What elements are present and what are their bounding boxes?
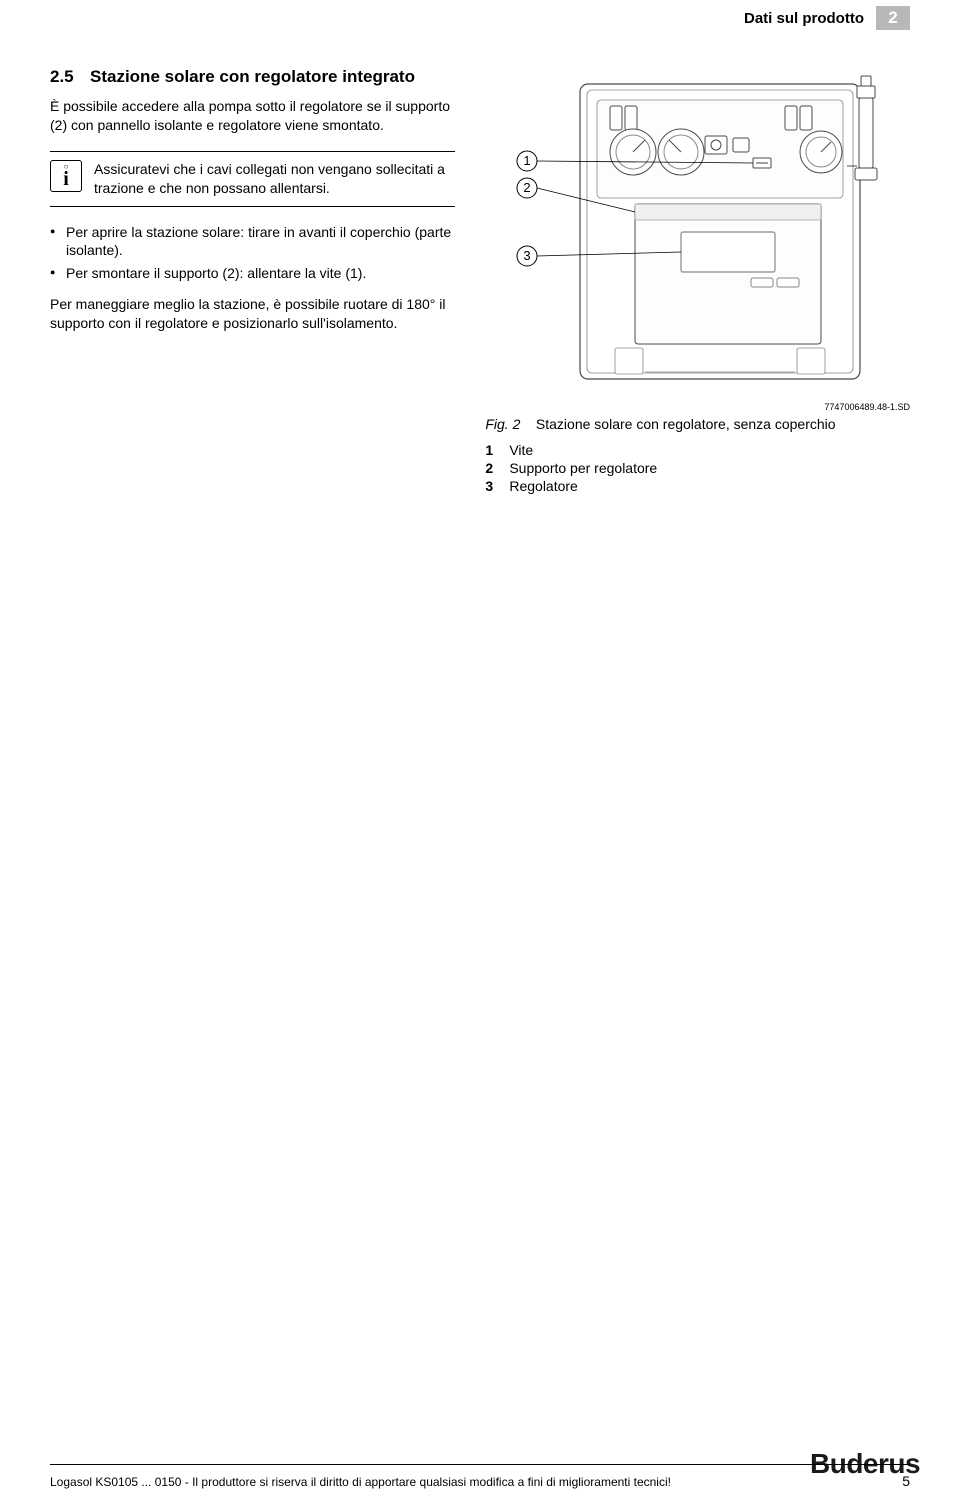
legend-key: 1 xyxy=(485,442,509,458)
page-number: 5 xyxy=(902,1473,910,1489)
callout-1: 1 xyxy=(524,153,531,168)
section-number: 2.5 xyxy=(50,66,90,89)
figure-legend: 1 Vite 2 Supporto per regolatore 3 Regol… xyxy=(485,442,910,494)
legend-value: Regolatore xyxy=(509,478,578,494)
header-chapter-number: 2 xyxy=(876,6,910,30)
bullet-list: Per aprire la stazione solare: tirare in… xyxy=(50,223,455,284)
legend-key: 3 xyxy=(485,478,509,494)
left-column: 2.5 Stazione solare con regolatore integ… xyxy=(50,66,455,496)
info-text: Assicuratevi che i cavi collegati non ve… xyxy=(94,160,455,198)
body-paragraph: Per maneggiare meglio la stazione, è pos… xyxy=(50,295,455,333)
figure-caption-text: Stazione solare con regolatore, senza co… xyxy=(536,416,836,432)
callout-2: 2 xyxy=(524,180,531,195)
page-footer: Logasol KS0105 ... 0150 - Il produttore … xyxy=(50,1464,910,1489)
figure-number: Fig. 2 xyxy=(485,416,520,432)
footer-rule xyxy=(50,1464,910,1465)
info-icon: ○i xyxy=(50,160,82,192)
callout-3: 3 xyxy=(524,248,531,263)
footer-text: Logasol KS0105 ... 0150 - Il produttore … xyxy=(50,1475,671,1489)
list-item: Per smontare il supporto (2): allentare … xyxy=(50,264,455,283)
figure-diagram: 1 2 3 xyxy=(485,66,905,396)
header-title: Dati sul prodotto xyxy=(744,10,864,27)
legend-row: 2 Supporto per regolatore xyxy=(485,460,910,476)
page-header: Dati sul prodotto 2 xyxy=(50,0,910,36)
legend-value: Vite xyxy=(509,442,533,458)
figure-id: 7747006489.48-1.SD xyxy=(485,402,910,412)
info-box: ○i Assicuratevi che i cavi collegati non… xyxy=(50,151,455,207)
legend-row: 3 Regolatore xyxy=(485,478,910,494)
section-heading: 2.5 Stazione solare con regolatore integ… xyxy=(50,66,455,89)
figure-caption: Fig. 2 Stazione solare con regolatore, s… xyxy=(485,416,910,432)
right-column: 1 2 3 7747006489.48-1.SD Fig. 2 Stazione… xyxy=(485,66,910,496)
list-item: Per aprire la stazione solare: tirare in… xyxy=(50,223,455,261)
legend-value: Supporto per regolatore xyxy=(509,460,657,476)
content: 2.5 Stazione solare con regolatore integ… xyxy=(0,36,960,496)
section-title: Stazione solare con regolatore integrato xyxy=(90,66,415,89)
legend-row: 1 Vite xyxy=(485,442,910,458)
intro-paragraph: È possibile accedere alla pompa sotto il… xyxy=(50,97,455,135)
legend-key: 2 xyxy=(485,460,509,476)
